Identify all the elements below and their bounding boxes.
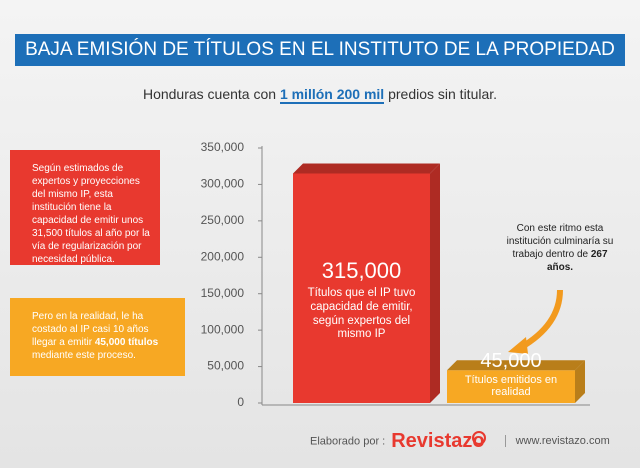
y-tick-label: 50,000 — [207, 359, 244, 373]
y-tick-label: 100,000 — [201, 322, 245, 336]
bar — [293, 173, 430, 403]
value-label: 315,000 — [321, 258, 402, 283]
annotation: Según estimados de expertos y proyeccion… — [10, 150, 160, 265]
annotation-text: Con este ritmo esta institución culminar… — [506, 223, 614, 260]
bar-top — [293, 163, 440, 174]
credit: Elaborado por : — [310, 435, 386, 448]
y-tick-label: 150,000 — [201, 286, 245, 300]
bar-side — [575, 360, 585, 403]
logo-icon — [472, 431, 486, 445]
subtitle: Honduras cuenta con 1 millón 200 mil pre… — [0, 86, 640, 104]
y-tick-label: 300,000 — [201, 177, 245, 191]
y-tick-label: 250,000 — [201, 213, 245, 227]
y-tick-label: 200,000 — [201, 249, 245, 263]
footer: Elaborado por : Revistazo www.revistazo.co… — [310, 430, 610, 453]
subtitle-text: predios sin titular. — [388, 86, 498, 102]
annotation-text: Según estimados de expertos y proyeccion… — [32, 163, 150, 265]
subtitle-text: Honduras cuenta con — [142, 86, 277, 102]
brand: Revistazo — [391, 430, 485, 452]
url: www.revistazo.com — [504, 435, 610, 448]
arrow-head — [508, 337, 528, 354]
bar-top — [447, 360, 585, 371]
annotation: Pero en la realidad, le ha costado al IP… — [10, 298, 185, 376]
bar-label: Títulos que el IP tuvo capacidad de emit… — [307, 287, 416, 341]
annotation: Con este ritmo esta institución culminar… — [505, 222, 615, 274]
bar — [447, 370, 575, 403]
subtitle-highlight: 1 millón 200 mil — [279, 86, 385, 104]
annotation-bold: 267 años. — [546, 249, 608, 273]
annotation-text: Pero en la realidad, le ha costado al IP… — [32, 311, 149, 348]
y-tick-label: 350,000 — [201, 140, 245, 154]
y-tick-label: 0 — [237, 395, 244, 409]
arrow — [518, 289, 563, 351]
bar-label: Títulos emitidos en realidad — [464, 374, 558, 399]
bar-side — [430, 163, 440, 403]
chart-title: BAJA EMISIÓN DE TÍTULOS EN EL INSTITUTO … — [15, 34, 625, 66]
annotation-text: mediante este proceso. — [32, 350, 136, 361]
value-label: 45,000 — [480, 350, 542, 372]
annotation-bold: 45,000 títulos — [94, 337, 159, 348]
